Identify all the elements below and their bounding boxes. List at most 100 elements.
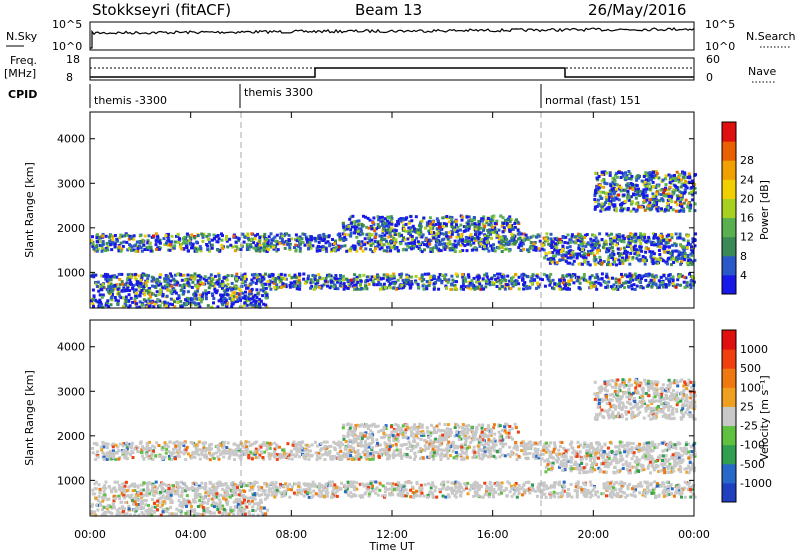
range-gate-cell	[357, 442, 361, 446]
range-gate-cell	[498, 281, 502, 285]
range-gate-cell	[126, 451, 130, 455]
range-gate-cell	[634, 239, 638, 243]
range-gate-cell	[234, 450, 238, 454]
range-gate-cell	[593, 198, 597, 201]
range-gate-cell	[561, 258, 565, 262]
range-gate-cell	[358, 227, 362, 231]
range-gate-cell	[440, 448, 444, 452]
range-gate-cell	[244, 297, 248, 300]
range-gate-cell	[525, 447, 529, 451]
range-gate-cell	[466, 286, 470, 290]
range-gate-cell	[429, 222, 433, 226]
range-gate-cell	[626, 243, 630, 247]
range-gate-cell	[128, 289, 132, 292]
range-gate-cell	[665, 238, 669, 242]
range-gate-cell	[198, 284, 201, 287]
range-gate-cell	[449, 230, 453, 234]
range-gate-cell	[689, 283, 693, 287]
range-gate-cell	[678, 273, 682, 276]
range-gate-cell	[136, 449, 140, 453]
range-gate-cell	[685, 261, 689, 265]
range-gate-cell	[279, 275, 283, 279]
range-gate-cell	[652, 176, 656, 180]
range-gate-cell	[327, 273, 331, 277]
range-gate-cell	[392, 274, 396, 278]
range-gate-cell	[391, 444, 394, 448]
range-gate-cell	[598, 232, 602, 236]
range-gate-cell	[176, 297, 179, 301]
range-gate-cell	[368, 239, 372, 243]
range-gate-cell	[177, 455, 181, 459]
range-gate-cell	[370, 275, 374, 279]
range-gate-cell	[652, 256, 656, 260]
range-gate-cell	[349, 228, 353, 232]
range-gate-cell	[234, 287, 238, 291]
range-gate-cell	[242, 445, 246, 449]
range-gate-cell	[107, 304, 111, 308]
range-gate-cell	[324, 279, 328, 283]
range-gate-cell	[442, 222, 446, 226]
range-gate-cell	[600, 277, 604, 281]
range-gate-cell	[353, 273, 357, 277]
range-gate-cell	[664, 194, 668, 198]
range-gate-cell	[366, 279, 370, 283]
range-gate-cell	[201, 449, 204, 453]
range-gate-cell	[640, 249, 644, 253]
range-gate-cell	[458, 250, 462, 253]
range-gate-cell	[204, 297, 208, 301]
range-gate-cell	[381, 219, 385, 223]
range-gate-cell	[556, 241, 560, 244]
range-gate-cell	[186, 234, 190, 238]
range-gate-cell	[591, 449, 595, 453]
range-gate-cell	[651, 192, 655, 196]
range-gate-cell	[518, 236, 522, 240]
range-gate-cell	[138, 294, 142, 298]
range-gate-cell	[566, 283, 569, 287]
range-gate-cell	[680, 257, 684, 261]
range-gate-cell	[421, 284, 425, 288]
range-gate-cell	[122, 286, 126, 290]
range-gate-cell	[372, 226, 376, 230]
range-gate-cell	[602, 172, 606, 176]
range-gate-cell	[680, 202, 683, 206]
range-gate-cell	[364, 455, 368, 459]
range-gate-cell	[634, 232, 638, 236]
range-gate-cell	[252, 241, 256, 245]
range-gate-cell	[462, 287, 465, 291]
range-gate-cell	[536, 442, 540, 446]
range-gate-cell	[476, 235, 480, 239]
range-gate-cell	[481, 219, 484, 223]
range-gate-cell	[207, 232, 211, 236]
range-gate-cell	[365, 275, 369, 279]
range-gate-cell	[317, 244, 320, 248]
range-gate-cell	[143, 293, 147, 297]
range-gate-cell	[455, 235, 459, 239]
range-gate-cell	[321, 239, 325, 242]
range-gate-cell	[448, 447, 452, 451]
range-gate-cell	[577, 246, 581, 250]
range-gate-cell	[308, 241, 312, 245]
range-gate-cell	[128, 272, 132, 276]
range-gate-cell	[225, 293, 229, 297]
range-gate-cell	[602, 280, 606, 284]
range-gate-cell	[399, 219, 403, 223]
range-gate-cell	[324, 235, 328, 239]
range-gate-cell	[345, 227, 349, 231]
range-gate-cell	[173, 279, 177, 283]
range-gate-cell	[636, 176, 640, 180]
range-gate-cell	[596, 178, 600, 182]
range-gate-cell	[648, 445, 652, 449]
range-gate-cell	[273, 235, 277, 239]
range-gate-cell	[633, 248, 637, 252]
freq-unit-label: [MHz]	[4, 67, 36, 80]
range-gate-cell	[287, 239, 291, 243]
range-gate-cell	[480, 457, 484, 461]
power-heatmap	[90, 170, 697, 309]
range-gate-cell	[417, 285, 421, 289]
range-gate-cell	[168, 302, 172, 306]
range-gate-cell	[316, 455, 320, 459]
range-gate-cell	[294, 276, 298, 280]
range-gate-cell	[198, 245, 202, 249]
range-gate-cell	[114, 443, 118, 447]
range-gate-cell	[359, 279, 363, 283]
